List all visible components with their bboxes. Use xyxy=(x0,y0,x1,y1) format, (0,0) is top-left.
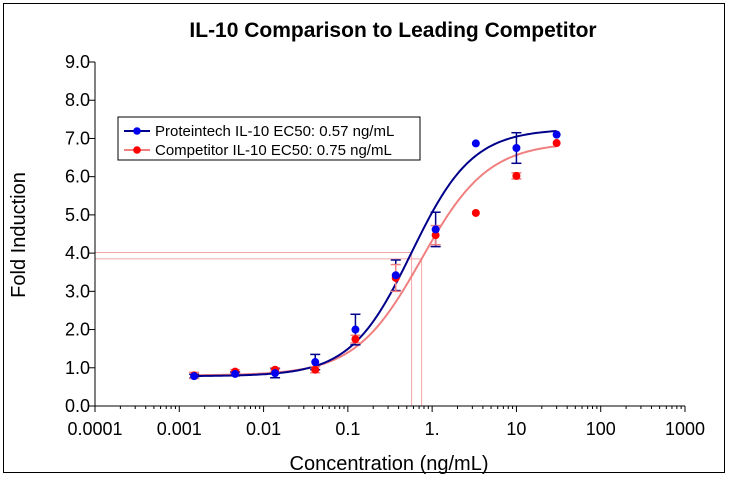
y-tick-label: 7.0 xyxy=(65,128,90,148)
y-axis-label: Fold Induction xyxy=(8,172,30,298)
data-point xyxy=(552,130,561,139)
y-tick-label: 4.0 xyxy=(65,243,90,263)
data-point xyxy=(311,358,320,367)
ec50-reference-lines xyxy=(95,252,423,406)
data-point xyxy=(552,139,561,148)
y-tick-label: 5.0 xyxy=(65,205,90,225)
data-point xyxy=(471,208,480,217)
x-tick-label: 0.01 xyxy=(246,419,281,439)
legend-marker-proteintech xyxy=(133,127,141,135)
data-point xyxy=(190,372,199,381)
x-axis-label: Concentration (ng/mL) xyxy=(290,453,489,475)
fit-curve xyxy=(194,145,557,377)
data-point xyxy=(431,225,440,234)
legend-label-proteintech: Proteintech IL-10 EC50: 0.57 ng/mL xyxy=(155,123,394,140)
y-tick-label: 3.0 xyxy=(65,281,90,301)
x-axis-ticks: 0.0001 0.001 0.01 0.1 1. 10 100 1000 xyxy=(67,406,705,439)
x-tick-label: 1. xyxy=(425,419,440,439)
data-point xyxy=(471,139,480,148)
legend-marker-competitor xyxy=(133,146,141,154)
fit-curves xyxy=(194,130,557,377)
y-tick-label: 8.0 xyxy=(65,90,90,110)
axes xyxy=(94,62,685,407)
y-tick-label: 6.0 xyxy=(65,167,90,187)
data-point xyxy=(351,325,360,334)
data-point xyxy=(351,335,360,344)
x-tick-label: 0.0001 xyxy=(67,419,122,439)
data-point xyxy=(231,369,240,378)
x-tick-label: 1000 xyxy=(665,419,705,439)
chart-title: IL-10 Comparison to Leading Competitor xyxy=(189,19,596,42)
legend-item-proteintech: Proteintech IL-10 EC50: 0.57 ng/mL xyxy=(124,123,394,140)
y-tick-label: 0.0 xyxy=(65,396,90,416)
data-point xyxy=(431,231,440,240)
data-points xyxy=(190,130,561,381)
legend: Proteintech IL-10 EC50: 0.57 ng/mL Compe… xyxy=(117,116,421,161)
chart-frame xyxy=(3,3,725,473)
fit-curve xyxy=(194,130,557,377)
data-point xyxy=(311,365,320,374)
data-point xyxy=(271,369,280,378)
data-point xyxy=(512,171,521,180)
y-tick-label: 2.0 xyxy=(65,320,90,340)
legend-box xyxy=(117,116,421,161)
x-tick-label: 100 xyxy=(586,419,616,439)
x-tick-label: 0.1 xyxy=(335,419,360,439)
data-point xyxy=(391,271,400,280)
data-point xyxy=(512,144,521,152)
y-tick-label: 9.0 xyxy=(65,52,90,72)
y-axis-ticks: 0.0 1.0 2.0 3.0 4.0 5.0 6.0 7.0 8.0 9.0 xyxy=(65,52,95,416)
y-tick-label: 1.0 xyxy=(65,358,90,378)
x-tick-label: 0.001 xyxy=(157,419,202,439)
legend-label-competitor: Competitor IL-10 EC50: 0.75 ng/mL xyxy=(155,142,392,159)
x-tick-label: 10 xyxy=(506,419,526,439)
legend-item-competitor: Competitor IL-10 EC50: 0.75 ng/mL xyxy=(124,142,392,159)
